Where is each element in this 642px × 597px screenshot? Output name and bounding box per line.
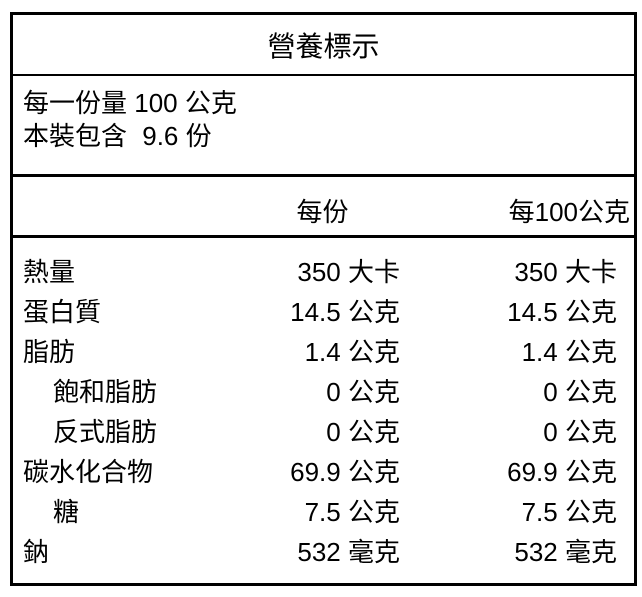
per-100g-value: 1.4 公克 [400,332,634,369]
value: 0 [326,416,341,447]
unit: 公克 [564,496,617,527]
nutrient-name: 飽和脂肪 [53,376,158,407]
row-calories: 熱量 350 大卡 350 大卡 [13,250,634,290]
per-serving-value: 69.9 公克 [245,452,400,489]
nutrition-facts-label: 營養標示 每一份量 100 公克 本裝包含 9.6 份 每份 每100公克 熱量… [10,12,637,586]
serving-size-unit: 公克 [184,88,237,118]
column-header-per-serving: 每份 [296,196,349,227]
value: 0 [543,416,558,447]
nutrient-name: 反式脂肪 [53,416,158,447]
per-serving-value: 0 公克 [245,372,400,409]
per-serving-value: 350 大卡 [245,252,400,289]
nutrient-name: 碳水化合物 [23,456,154,487]
unit: 公克 [564,296,617,327]
nutrient-name: 熱量 [23,256,76,287]
value: 350 [514,256,558,287]
value: 1.4 [304,336,341,367]
value: 0 [326,376,341,407]
per-100g-value: 69.9 公克 [400,452,634,489]
unit: 大卡 [564,256,617,287]
unit: 公克 [564,416,617,447]
per-100g-value: 0 公克 [400,412,634,449]
row-saturated-fat: 飽和脂肪 0 公克 0 公克 [13,370,634,410]
row-sodium: 鈉 532 毫克 532 毫克 [13,530,634,570]
unit: 公克 [347,296,400,327]
unit: 公克 [347,416,400,447]
unit: 公克 [347,376,400,407]
unit: 公克 [347,496,400,527]
row-fat: 脂肪 1.4 公克 1.4 公克 [13,330,634,370]
servings-per-package-line: 本裝包含 9.6 份 [23,120,634,153]
value: 532 [297,536,341,567]
value: 7.5 [304,496,341,527]
nutrient-name: 鈉 [23,536,50,567]
nutrient-table: 熱量 350 大卡 350 大卡 蛋白質 14.5 公克 14.5 公克 脂肪 [13,238,634,583]
serving-size-value: 100 [134,88,178,118]
nutrient-name: 脂肪 [23,336,76,367]
value: 69.9 [507,456,558,487]
value: 1.4 [521,336,558,367]
serving-info-section: 每一份量 100 公克 本裝包含 9.6 份 [13,76,634,177]
title-section: 營養標示 [13,15,634,76]
serving-size-label: 每一份量 [23,88,128,118]
value: 532 [514,536,558,567]
per-serving-value: 1.4 公克 [245,332,400,369]
row-protein: 蛋白質 14.5 公克 14.5 公克 [13,290,634,330]
value: 14.5 [290,296,341,327]
per-100g-value: 7.5 公克 [400,492,634,529]
serving-size-line: 每一份量 100 公克 [23,87,634,120]
nutrient-name: 蛋白質 [23,296,102,327]
value: 7.5 [521,496,558,527]
column-header-per-100g: 每100公克 [508,196,630,227]
row-carbohydrate: 碳水化合物 69.9 公克 69.9 公克 [13,450,634,490]
unit: 毫克 [564,536,617,567]
per-100g-value: 14.5 公克 [400,292,634,329]
unit: 毫克 [347,536,400,567]
nutrient-name: 糖 [53,496,80,527]
value: 0 [543,376,558,407]
per-100g-value: 350 大卡 [400,252,634,289]
unit: 公克 [564,336,617,367]
unit: 公克 [347,456,400,487]
value: 14.5 [507,296,558,327]
per-serving-value: 0 公克 [245,412,400,449]
per-100g-value: 0 公克 [400,372,634,409]
column-header-row: 每份 每100公克 [13,177,634,238]
unit: 公克 [564,376,617,407]
row-trans-fat: 反式脂肪 0 公克 0 公克 [13,410,634,450]
unit: 大卡 [347,256,400,287]
servings-per-package-unit: 份 [185,121,212,151]
servings-per-package-value: 9.6 [142,121,179,151]
per-serving-value: 7.5 公克 [245,492,400,529]
nutrition-label-title: 營養標示 [267,30,380,62]
value: 350 [297,256,341,287]
servings-per-package-label: 本裝包含 [23,121,128,151]
unit: 公克 [347,336,400,367]
per-serving-value: 14.5 公克 [245,292,400,329]
unit: 公克 [564,456,617,487]
value: 69.9 [290,456,341,487]
per-100g-value: 532 毫克 [400,532,634,569]
per-serving-value: 532 毫克 [245,532,400,569]
row-sugar: 糖 7.5 公克 7.5 公克 [13,490,634,530]
